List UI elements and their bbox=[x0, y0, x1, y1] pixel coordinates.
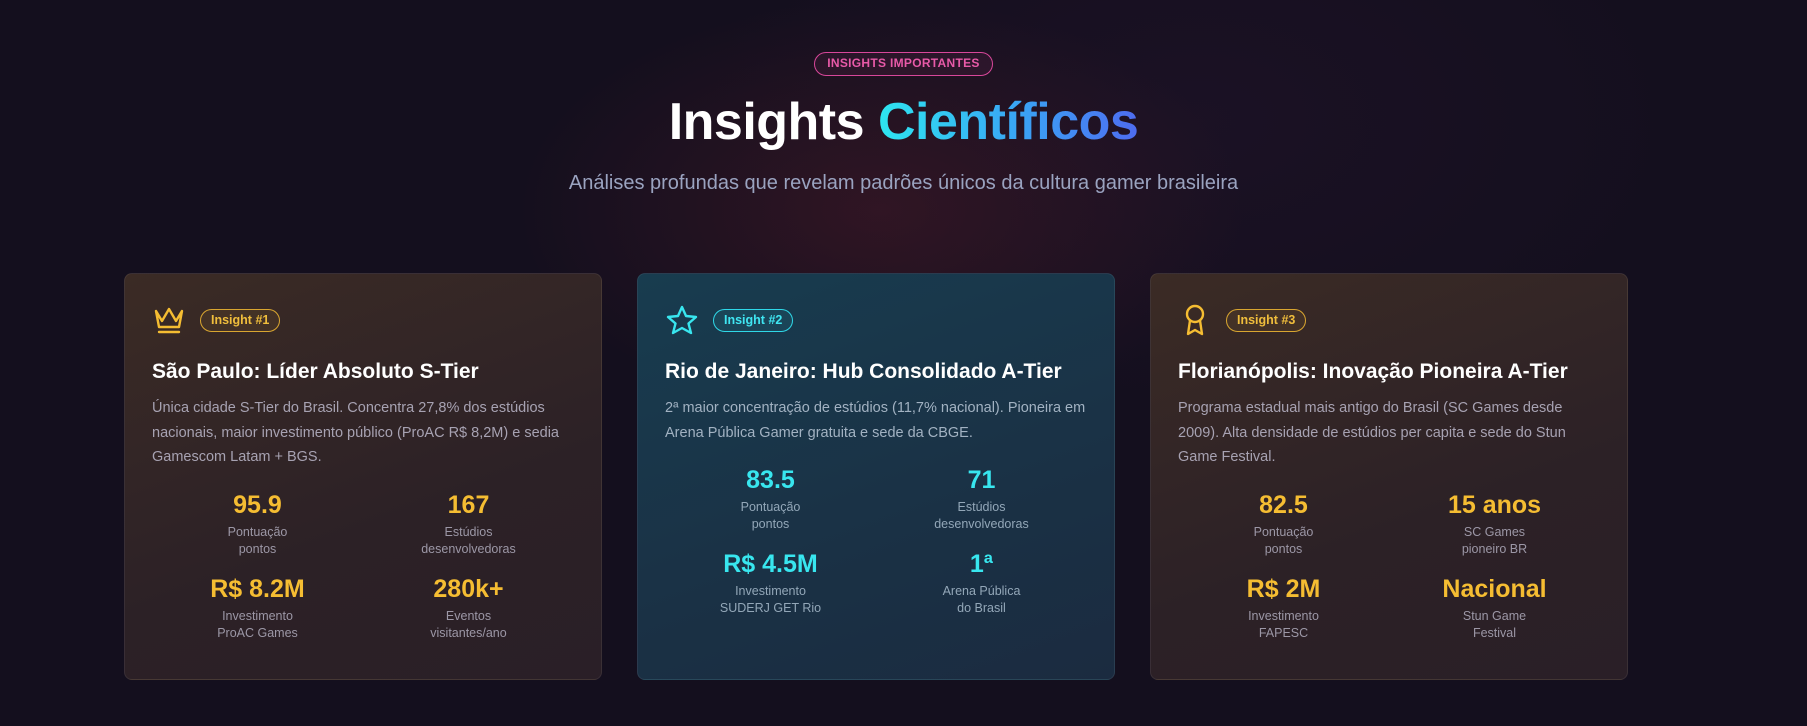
stat-label-line1: Pontuação bbox=[1253, 525, 1314, 539]
stat-value: 167 bbox=[447, 491, 490, 519]
award-ribbon-icon bbox=[1178, 304, 1212, 336]
stat-investment: R$ 8.2M Investimento ProAC Games bbox=[152, 574, 363, 642]
stat-label-line1: Estúdios bbox=[957, 500, 1006, 514]
card-header: Insight #3 bbox=[1178, 304, 1600, 336]
stat-value: 15 anos bbox=[1447, 491, 1542, 519]
stat-score: 83.5 Pontuação pontos bbox=[665, 465, 876, 533]
stat-label-line2: SUDERJ GET Rio bbox=[719, 601, 822, 615]
stat-label-line1: Pontuação bbox=[227, 525, 288, 539]
stat-investment: R$ 2M Investimento FAPESC bbox=[1178, 574, 1389, 642]
stat-label: SC Games pioneiro BR bbox=[1389, 524, 1600, 558]
stat-value: R$ 4.5M bbox=[723, 550, 818, 578]
stat-label-line2: ProAC Games bbox=[217, 626, 298, 640]
stat-label: Estúdios desenvolvedoras bbox=[876, 499, 1087, 533]
stat-label-line1: Arena Pública bbox=[942, 584, 1021, 598]
stat-score: 82.5 Pontuação pontos bbox=[1178, 490, 1389, 558]
stat-label: Investimento ProAC Games bbox=[152, 608, 363, 642]
card-stats: 82.5 Pontuação pontos 15 anos SC Games pio… bbox=[1178, 490, 1600, 642]
insight-tag: Insight #3 bbox=[1226, 308, 1307, 332]
stat-label-line2: pontos bbox=[238, 542, 277, 556]
stat-value: Nacional bbox=[1442, 575, 1547, 603]
insight-card-rio-de-janeiro: Insight #2 Rio de Janeiro: Hub Consolida… bbox=[637, 273, 1115, 680]
section-header: INSIGHTS IMPORTANTES Insights Científico… bbox=[0, 52, 1807, 195]
stat-label: Pontuação pontos bbox=[665, 499, 876, 533]
card-header: Insight #2 bbox=[665, 304, 1087, 336]
stat-label-line1: Stun Game bbox=[1462, 609, 1527, 623]
card-stats: 83.5 Pontuação pontos 71 Estúdios desenvol… bbox=[665, 465, 1087, 617]
stat-label-line1: Investimento bbox=[735, 584, 806, 598]
title-plain: Insights bbox=[668, 93, 865, 151]
insight-tag: Insight #2 bbox=[713, 308, 794, 332]
stat-label-line2: desenvolvedoras bbox=[934, 517, 1029, 531]
insight-card-florianopolis: Insight #3 Florianópolis: Inovação Pione… bbox=[1150, 273, 1628, 680]
stat-events: 280k+ Eventos visitantes/ano bbox=[363, 574, 574, 642]
insight-card-sao-paulo: Insight #1 São Paulo: Líder Absoluto S-T… bbox=[124, 273, 602, 680]
section-subtitle: Análises profundas que revelam padrões ú… bbox=[568, 172, 1239, 194]
stat-value: R$ 8.2M bbox=[210, 575, 305, 603]
stat-label-line1: Estúdios bbox=[444, 525, 493, 539]
stat-label-line1: Eventos bbox=[445, 609, 492, 623]
card-description: Programa estadual mais antigo do Brasil … bbox=[1178, 400, 1566, 465]
section-title: Insights Científicos bbox=[0, 90, 1807, 154]
stat-score: 95.9 Pontuação pontos bbox=[152, 490, 363, 558]
insight-cards: Insight #1 São Paulo: Líder Absoluto S-T… bbox=[124, 273, 1628, 680]
stat-label: Pontuação pontos bbox=[152, 524, 363, 558]
stat-value: 83.5 bbox=[746, 466, 795, 494]
stat-value: 71 bbox=[967, 466, 996, 494]
stat-arena: 1ª Arena Pública do Brasil bbox=[876, 549, 1087, 617]
card-title: São Paulo: Líder Absoluto S-Tier bbox=[152, 360, 479, 383]
stat-label-line2: pontos bbox=[1264, 542, 1303, 556]
card-description: 2ª maior concentração de estúdios (11,7%… bbox=[665, 400, 1086, 441]
stat-label-line2: pontos bbox=[751, 517, 790, 531]
stat-label-line2: Festival bbox=[1472, 626, 1517, 640]
stat-label-line1: Investimento bbox=[1248, 609, 1319, 623]
stat-label-line1: Investimento bbox=[222, 609, 293, 623]
insight-tag: Insight #1 bbox=[200, 308, 281, 332]
stat-label-line2: visitantes/ano bbox=[430, 626, 507, 640]
stat-studios: 167 Estúdios desenvolvedoras bbox=[363, 490, 574, 558]
stat-value: 82.5 bbox=[1259, 491, 1308, 519]
crown-icon bbox=[152, 304, 186, 336]
stat-festival: Nacional Stun Game Festival bbox=[1389, 574, 1600, 642]
stat-label-line2: desenvolvedoras bbox=[421, 542, 516, 556]
stat-label-line2: FAPESC bbox=[1258, 626, 1309, 640]
stat-label: Estúdios desenvolvedoras bbox=[363, 524, 574, 558]
card-title: Rio de Janeiro: Hub Consolidado A-Tier bbox=[665, 360, 1062, 383]
stat-studios: 71 Estúdios desenvolvedoras bbox=[876, 465, 1087, 533]
stat-label-line2: do Brasil bbox=[957, 601, 1006, 615]
stat-label-line1: Pontuação bbox=[740, 500, 801, 514]
star-icon bbox=[665, 304, 699, 336]
title-accent: Científicos bbox=[877, 93, 1139, 151]
stat-label: Investimento SUDERJ GET Rio bbox=[665, 583, 876, 617]
stat-label: Arena Pública do Brasil bbox=[876, 583, 1087, 617]
section-badge: INSIGHTS IMPORTANTES bbox=[814, 52, 993, 76]
stat-value: 95.9 bbox=[233, 491, 282, 519]
card-header: Insight #1 bbox=[152, 304, 574, 336]
stat-label: Pontuação pontos bbox=[1178, 524, 1389, 558]
stat-label: Eventos visitantes/ano bbox=[363, 608, 574, 642]
card-stats: 95.9 Pontuação pontos 167 Estúdios desenvo… bbox=[152, 490, 574, 642]
card-title: Florianópolis: Inovação Pioneira A-Tier bbox=[1178, 360, 1568, 383]
stat-investment: R$ 4.5M Investimento SUDERJ GET Rio bbox=[665, 549, 876, 617]
stat-value: R$ 2M bbox=[1246, 575, 1321, 603]
stat-value: 1ª bbox=[969, 550, 994, 578]
stat-label: Stun Game Festival bbox=[1389, 608, 1600, 642]
card-description: Única cidade S-Tier do Brasil. Concentra… bbox=[152, 400, 559, 465]
stat-sc-games: 15 anos SC Games pioneiro BR bbox=[1389, 490, 1600, 558]
stat-label-line1: SC Games bbox=[1463, 525, 1526, 539]
stat-label-line2: pioneiro BR bbox=[1461, 542, 1528, 556]
stat-label: Investimento FAPESC bbox=[1178, 608, 1389, 642]
stat-value: 280k+ bbox=[433, 575, 504, 603]
